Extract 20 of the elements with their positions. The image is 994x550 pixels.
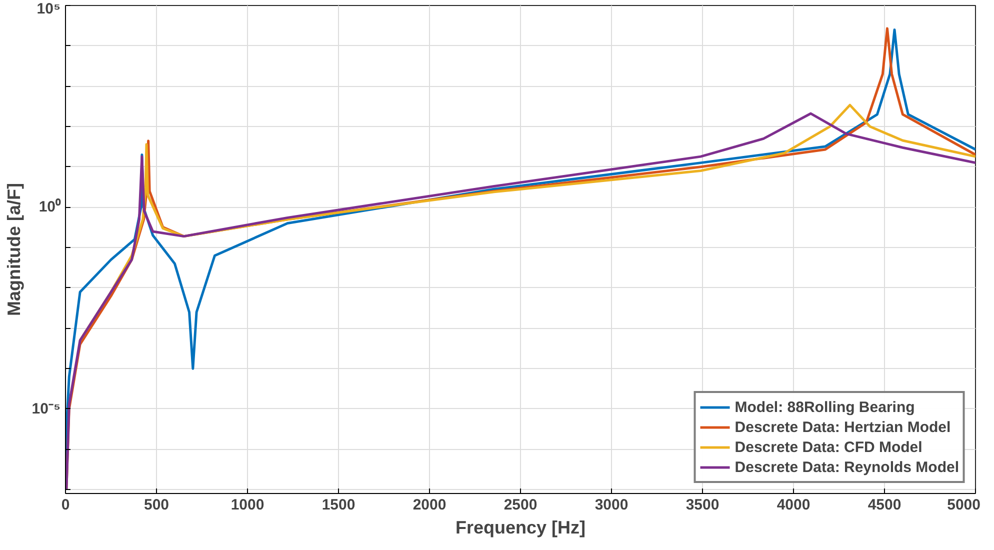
x-axis-title: Frequency [Hz] <box>455 518 586 538</box>
x-tick-label: 1000 <box>230 496 264 514</box>
x-tick-label: 1500 <box>322 496 356 514</box>
y-tick-label: 10⁰ <box>38 198 62 216</box>
x-tick-label: 2500 <box>504 496 538 514</box>
x-tick-label: 0 <box>61 496 70 514</box>
x-tick-label: 3000 <box>594 496 628 514</box>
x-tick-label: 2000 <box>412 496 446 514</box>
legend-label: Model: 88Rolling Bearing <box>734 398 915 416</box>
y-axis-title: Magnitude [a/F] <box>4 182 24 316</box>
legend-label: Descrete Data: Hertzian Model <box>734 418 951 436</box>
x-tick-label: 3500 <box>686 496 720 514</box>
x-tick-label: 5000 <box>947 496 981 514</box>
x-tick-label: 500 <box>144 496 170 514</box>
y-tick-label: 10⁻⁵ <box>32 400 61 418</box>
legend-label: Descrete Data: Reynolds Model <box>734 458 959 476</box>
x-tick-label: 4000 <box>776 496 810 514</box>
y-tick-label: 10⁵ <box>36 0 61 18</box>
x-tick-label: 4500 <box>868 496 902 514</box>
legend-label: Descrete Data: CFD Model <box>734 438 922 456</box>
